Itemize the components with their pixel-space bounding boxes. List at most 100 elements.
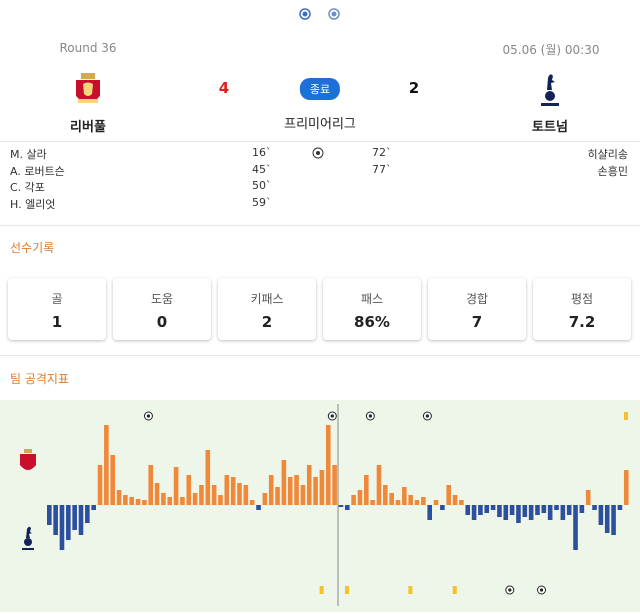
momentum-bar xyxy=(180,497,185,505)
momentum-bar xyxy=(287,477,293,505)
away-name: 토트넘 xyxy=(532,120,568,135)
goal-minute: 72` xyxy=(372,146,392,159)
momentum-bar xyxy=(611,505,616,535)
page-dots xyxy=(299,8,340,20)
card-marker xyxy=(452,586,457,594)
momentum-bar xyxy=(135,499,141,505)
momentum-bar xyxy=(97,465,103,505)
divider xyxy=(0,225,640,226)
momentum-bar xyxy=(167,497,173,505)
momentum-bar xyxy=(256,505,261,510)
momentum-bar xyxy=(268,475,274,505)
momentum-bar xyxy=(313,477,318,505)
momentum-bar xyxy=(497,505,502,517)
goal-player: 손흥민 xyxy=(597,164,628,178)
goal-player: C. 각포 xyxy=(10,181,45,195)
momentum-bar xyxy=(66,505,71,540)
goal-minute: 50` xyxy=(252,179,272,193)
momentum-bar xyxy=(522,505,528,517)
goal-marker xyxy=(365,411,375,421)
goal-minute: 45` xyxy=(252,162,272,176)
momentum-bar xyxy=(85,505,90,523)
section-title: 선수기록 xyxy=(10,241,55,255)
home-logo xyxy=(20,449,36,470)
stat-card: 키패스 2 xyxy=(218,278,316,340)
momentum-bar xyxy=(78,505,84,535)
card-marker xyxy=(344,586,349,594)
divider xyxy=(0,355,640,356)
goal-marker-core xyxy=(508,588,512,592)
momentum-bar xyxy=(224,475,230,505)
stat-value: 0 xyxy=(156,313,168,331)
momentum-bar xyxy=(199,485,204,505)
momentum-bar xyxy=(262,493,268,505)
momentum-bar xyxy=(554,505,559,510)
momentum-bar xyxy=(300,485,306,505)
stat-value: 2 xyxy=(261,313,273,331)
momentum-bar xyxy=(161,493,166,505)
stat-label: 평점 xyxy=(570,292,594,306)
home-name: 리버풀 xyxy=(70,120,106,135)
momentum-bar xyxy=(332,465,337,505)
status-badge: 종료 xyxy=(299,78,341,100)
momentum-bar xyxy=(357,490,363,505)
momentum-bar xyxy=(440,505,445,510)
momentum-bar xyxy=(319,470,325,505)
momentum-bar xyxy=(465,505,471,515)
stat-label: 도움 xyxy=(150,292,174,306)
goal-marker xyxy=(537,585,547,595)
momentum-bar xyxy=(528,505,534,520)
momentum-bar xyxy=(338,505,344,507)
goal-marker xyxy=(422,411,432,421)
goal-marker xyxy=(505,585,515,595)
goal-player: H. 엘리엇 xyxy=(10,198,56,212)
momentum-bar xyxy=(72,505,77,530)
momentum-bar xyxy=(395,500,401,505)
momentum-bar xyxy=(427,505,432,520)
momentum-bar xyxy=(370,500,375,505)
stat-card: 경합 7 xyxy=(428,278,526,340)
momentum-bar xyxy=(364,475,369,505)
momentum-bar xyxy=(452,495,458,505)
card-marker xyxy=(319,586,324,594)
goal-marker xyxy=(327,411,337,421)
momentum-bar xyxy=(421,497,426,505)
round: Round 36 xyxy=(59,41,117,55)
stat-label: 골 xyxy=(51,292,63,306)
momentum-bar xyxy=(205,450,211,505)
away-logo xyxy=(22,526,34,550)
momentum-bar xyxy=(433,500,439,505)
momentum-bar xyxy=(47,505,52,525)
momentum-bar xyxy=(490,505,496,510)
momentum-bar xyxy=(623,470,629,505)
goal-marker-core xyxy=(368,414,372,418)
momentum-bar xyxy=(516,505,521,523)
momentum-chart xyxy=(0,400,640,612)
momentum-bar xyxy=(484,505,490,513)
goal-player: 히샬리송 xyxy=(587,148,628,161)
momentum-bar xyxy=(459,500,464,505)
momentum-bar xyxy=(142,500,147,505)
momentum-bar xyxy=(560,505,566,520)
goal-marker-core xyxy=(539,588,544,592)
momentum-bar xyxy=(579,505,585,513)
momentum-bar xyxy=(218,495,223,505)
momentum-bar xyxy=(535,505,540,515)
momentum-bar xyxy=(509,505,515,515)
goal-marker xyxy=(143,411,153,421)
momentum-bar xyxy=(383,485,388,505)
card-marker xyxy=(623,412,628,420)
momentum-bar xyxy=(585,490,591,505)
momentum-bar xyxy=(598,505,604,525)
momentum-bar xyxy=(547,505,553,520)
momentum-bar xyxy=(306,465,312,505)
momentum-bar xyxy=(91,505,96,510)
momentum-bar xyxy=(53,505,58,535)
home-logo xyxy=(76,73,100,103)
momentum-bar xyxy=(129,497,135,505)
momentum-bar xyxy=(351,495,356,505)
momentum-bar xyxy=(249,500,255,505)
league: 프리미어리그 xyxy=(284,117,356,132)
